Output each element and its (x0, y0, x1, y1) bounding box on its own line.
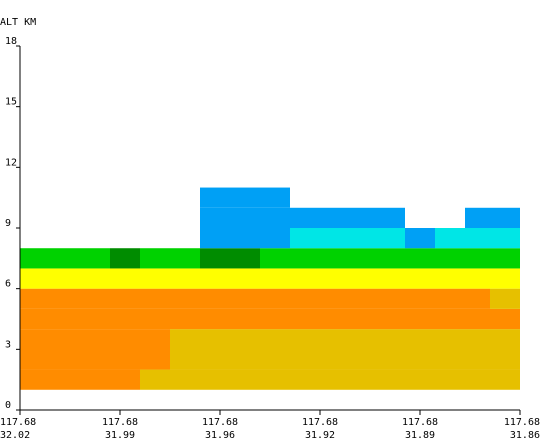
y-tick-label: 18 (5, 36, 17, 47)
cell-cyan-14 (290, 228, 405, 249)
cell-green-10 (140, 248, 200, 269)
cell-gold-6 (490, 288, 520, 309)
cell-orange-4 (20, 308, 520, 330)
cell-gold-1 (140, 369, 520, 390)
y-tick-label: 6 (5, 279, 11, 290)
cell-blue-17 (200, 207, 405, 228)
x-tick-lat-label: 31.92 (305, 430, 335, 440)
cell-orange-2 (20, 329, 170, 370)
x-tick-lat-label: 31.89 (405, 430, 435, 440)
cell-green-8 (20, 248, 110, 269)
x-tick-lat-label: 31.86 (510, 430, 540, 440)
x-tick-lon-label: 117.68 (202, 417, 238, 428)
cell-blue-19 (200, 187, 290, 208)
x-tick-lon-label: 117.68 (302, 417, 338, 428)
x-tick-lat-label: 32.02 (0, 430, 30, 440)
cell-darkgreen-11 (200, 248, 260, 269)
cell-gold-3 (170, 329, 520, 370)
y-tick-label: 3 (5, 339, 11, 350)
y-tick-label: 12 (5, 157, 17, 168)
x-tick-lon-label: 117.68 (102, 417, 138, 428)
ticks-layer: 0 3 6 9 12 15 18 117.68 32.02 117.68 31.99 117.68 31… (0, 36, 540, 440)
x-tick-lat-label: 31.96 (205, 430, 235, 440)
cell-blue-13 (200, 228, 290, 249)
cell-blue-15 (405, 228, 435, 249)
cell-orange-0 (20, 369, 140, 390)
x-tick-lon-label: 117.68 (0, 417, 36, 428)
cell-cyan-16 (435, 228, 520, 249)
cell-green-12 (260, 248, 520, 269)
cells-layer (20, 187, 520, 390)
y-tick-label: 9 (5, 218, 11, 229)
y-tick-label: 15 (5, 97, 17, 108)
cell-yellow-7 (20, 268, 520, 289)
y-axis-label: ALT KM (0, 17, 36, 28)
cell-orange-5 (20, 288, 490, 309)
y-tick-label: 0 (5, 400, 11, 411)
x-tick-lon-label: 117.68 (402, 417, 438, 428)
x-tick-lat-label: 31.99 (105, 430, 135, 440)
cell-darkgreen-9 (110, 248, 140, 269)
cell-blue-18 (465, 207, 520, 228)
x-tick-lon-label: 117.68 (504, 417, 540, 428)
